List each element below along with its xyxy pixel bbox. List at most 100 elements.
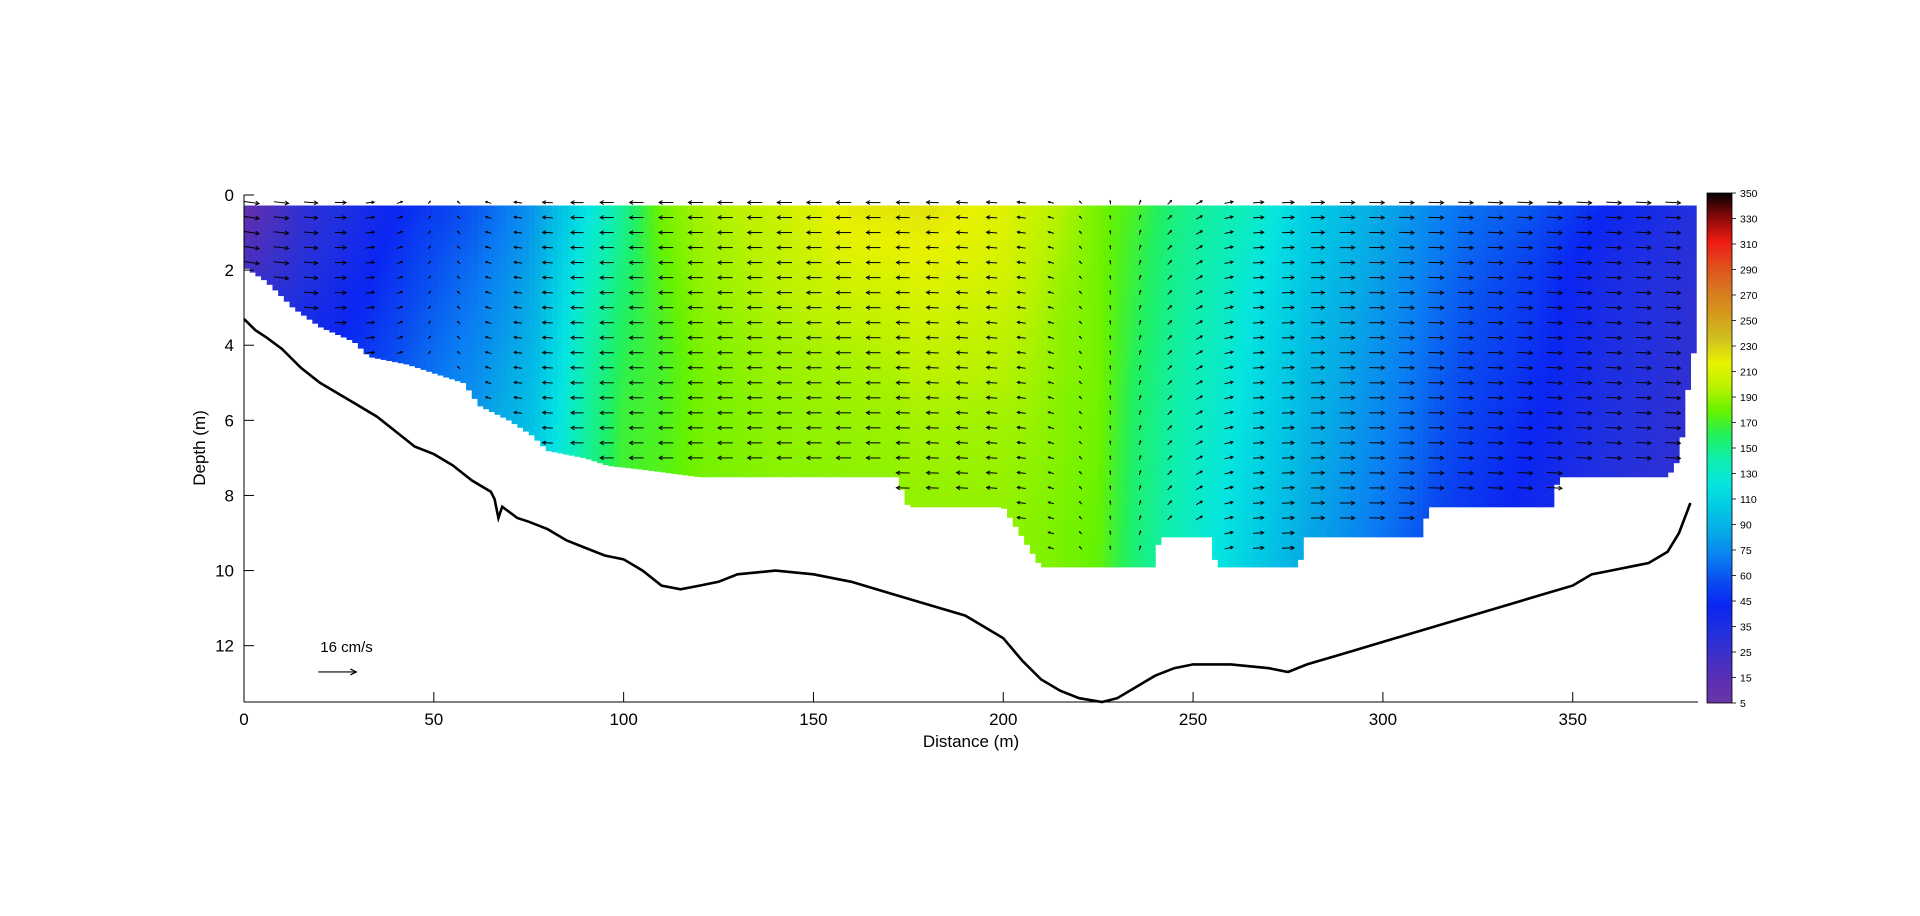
velocity-arrow <box>1458 245 1475 251</box>
x-ticks: 0 50 100 150 200 250 300 350 <box>239 692 1587 729</box>
velocity-arrow <box>985 410 998 415</box>
velocity-arrow <box>716 350 733 356</box>
velocity-arrow <box>865 320 881 326</box>
velocity-arrow <box>1224 320 1235 325</box>
colorbar: 5 15 25 35 45 60 75 90 110 130 150 170 190 210 230 250 2… <box>1706 188 1758 710</box>
velocity-arrow <box>303 245 319 251</box>
velocity-arrow <box>805 425 822 431</box>
velocity-arrow <box>805 440 822 446</box>
velocity-arrow <box>1047 486 1054 490</box>
velocity-arrow <box>628 275 644 280</box>
velocity-arrow <box>1546 470 1564 476</box>
velocity-arrow <box>1138 229 1142 235</box>
velocity-arrow <box>985 365 998 370</box>
velocity-arrow <box>1606 215 1623 221</box>
velocity-arrow <box>456 305 461 310</box>
velocity-arrow <box>1253 260 1265 265</box>
velocity-arrow <box>865 200 881 205</box>
velocity-arrow <box>1138 349 1142 355</box>
velocity-arrow <box>1458 290 1475 296</box>
velocity-arrow <box>599 305 614 311</box>
velocity-arrow <box>1281 305 1296 310</box>
colorbar-tick-label: 190 <box>1740 392 1758 404</box>
velocity-arrow <box>1517 395 1534 401</box>
velocity-arrow <box>541 380 553 385</box>
velocity-arrow <box>1047 546 1054 550</box>
velocity-arrow <box>484 275 492 279</box>
velocity-arrow <box>1281 290 1296 295</box>
velocity-arrow <box>1339 245 1356 250</box>
velocity-arrow <box>1016 425 1026 430</box>
velocity-arrow <box>687 215 704 220</box>
velocity-arrow <box>865 305 881 310</box>
velocity-arrow <box>657 260 674 265</box>
velocity-arrow <box>1016 275 1026 280</box>
velocity-arrow <box>396 290 404 295</box>
velocity-arrow <box>1109 545 1112 550</box>
velocity-arrow <box>865 245 881 250</box>
velocity-arrow <box>1138 529 1142 536</box>
velocity-arrow <box>1635 200 1652 206</box>
velocity-arrow <box>657 380 674 386</box>
velocity-arrow <box>365 215 376 220</box>
velocity-arrow <box>1281 365 1296 370</box>
velocity-arrow <box>1253 290 1265 295</box>
velocity-arrow <box>1546 245 1564 251</box>
velocity-arrow <box>1016 335 1026 340</box>
velocity-arrow <box>1606 230 1623 236</box>
velocity-arrow <box>895 410 910 416</box>
velocity-arrow <box>1665 320 1682 326</box>
velocity-arrow <box>484 245 492 249</box>
velocity-arrow <box>303 215 319 221</box>
velocity-arrow <box>513 200 523 205</box>
velocity-arrow <box>1016 410 1026 415</box>
velocity-arrow <box>1428 425 1445 431</box>
velocity-arrow <box>1635 320 1652 326</box>
velocity-arrow <box>1487 440 1504 446</box>
velocity-arrow <box>1665 350 1682 356</box>
velocity-arrow <box>1487 470 1504 476</box>
velocity-arrow <box>805 395 822 401</box>
velocity-arrow <box>716 395 733 401</box>
velocity-arrow <box>396 230 404 234</box>
velocity-arrow <box>1458 305 1475 311</box>
velocity-arrow <box>1576 455 1593 461</box>
velocity-arrow <box>1517 215 1534 221</box>
velocity-arrow <box>1576 245 1593 251</box>
velocity-arrow <box>334 200 348 205</box>
velocity-arrow <box>1458 455 1475 461</box>
velocity-arrow <box>865 380 881 386</box>
velocity-arrow <box>925 365 939 371</box>
velocity-arrow <box>541 275 553 280</box>
velocity-arrow <box>1167 259 1173 265</box>
velocity-arrow <box>396 245 404 250</box>
velocity-arrow <box>628 410 644 416</box>
velocity-arrow <box>244 200 261 206</box>
velocity-arrow <box>513 260 523 265</box>
velocity-arrow <box>1428 305 1445 311</box>
velocity-arrow <box>1576 365 1593 371</box>
velocity-arrow <box>776 350 792 356</box>
velocity-arrow <box>303 290 319 296</box>
velocity-arrow <box>513 365 523 370</box>
velocity-arrow <box>1109 199 1112 205</box>
velocity-arrow <box>1224 290 1235 295</box>
velocity-arrow <box>925 320 939 325</box>
velocity-arrow <box>427 290 431 295</box>
velocity-arrow <box>628 290 644 296</box>
velocity-arrow <box>334 290 348 295</box>
velocity-arrow <box>805 230 822 235</box>
velocity-arrow <box>1281 395 1296 401</box>
velocity-arrow <box>513 380 523 385</box>
colorbar-tick-label: 250 <box>1740 316 1758 328</box>
scale-arrow: 16 cm/s <box>318 639 373 676</box>
velocity-arrow <box>427 230 431 235</box>
axes: 0 50 100 150 200 250 300 350 0 2 4 6 8 10 12 Distance… <box>190 186 1698 751</box>
velocity-arrow <box>427 215 431 220</box>
velocity-arrow <box>1458 275 1475 281</box>
velocity-arrow <box>1369 245 1386 250</box>
velocity-arrow <box>1195 410 1204 415</box>
velocity-arrow <box>273 200 290 206</box>
velocity-arrow <box>1253 470 1265 475</box>
velocity-arrow <box>1665 455 1682 461</box>
